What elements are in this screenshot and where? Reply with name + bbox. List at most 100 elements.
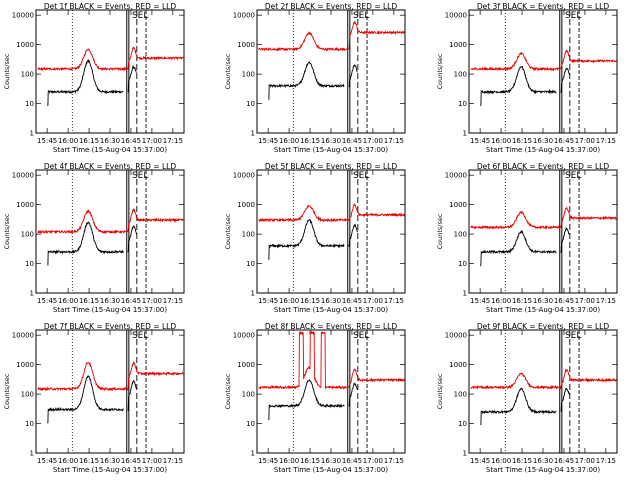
- panel-title: Det 8f BLACK = Events, RED = LLD: [265, 322, 398, 331]
- y-tick-label: 10000: [233, 332, 255, 340]
- x-tick-label: 16:00: [58, 137, 78, 145]
- plot-frame: [468, 9, 618, 134]
- x-tick-label: 16:30: [321, 297, 341, 305]
- y-tick-label: 1: [463, 130, 467, 138]
- lld-series-line: [470, 206, 617, 231]
- marker-letters: SEL: [353, 11, 369, 21]
- x-tick-label: 16:00: [491, 297, 511, 305]
- x-tick-label: 16:00: [58, 457, 78, 465]
- x-tick-label: 16:45: [554, 457, 574, 465]
- x-tick-label: 17:00: [363, 457, 383, 465]
- panel-title: Det 5f BLACK = Events, RED = LLD: [265, 162, 398, 171]
- y-tick-label: 10: [246, 420, 255, 428]
- x-tick-label: 17:00: [363, 137, 383, 145]
- y-tick-label: 100: [21, 231, 34, 239]
- x-tick-label: 17:00: [575, 137, 595, 145]
- panel-title: Det 6f BLACK = Events, RED = LLD: [477, 162, 610, 171]
- y-tick-label: 1000: [449, 361, 467, 369]
- events-series-line: [268, 218, 358, 260]
- marker-letters: SEL: [132, 331, 148, 341]
- x-tick-label: 16:45: [121, 137, 141, 145]
- x-tick-label: 17:15: [163, 457, 183, 465]
- x-tick-label: 17:00: [142, 297, 162, 305]
- events-series-line: [47, 221, 137, 266]
- y-tick-label: 100: [454, 391, 467, 399]
- x-axis-label: Start Time (15-Aug-04 15:37:00): [486, 306, 600, 314]
- y-tick-label: 1: [251, 290, 255, 298]
- plot-frame: [256, 329, 406, 454]
- x-tick-label: 17:00: [142, 457, 162, 465]
- y-tick-label: 100: [242, 71, 255, 79]
- x-axis-label: Start Time (15-Aug-04 15:37:00): [53, 146, 167, 154]
- x-tick-label: 15:45: [37, 297, 57, 305]
- x-axis-label: Start Time (15-Aug-04 15:37:00): [274, 466, 388, 474]
- x-tick-label: 16:45: [121, 297, 141, 305]
- x-tick-label: 17:00: [363, 297, 383, 305]
- y-tick-label: 10: [25, 260, 34, 268]
- plot-frame: [256, 9, 406, 134]
- x-axis-label: Start Time (15-Aug-04 15:37:00): [274, 146, 388, 154]
- panel-title: Det 1f BLACK = Events, RED = LLD: [44, 2, 177, 11]
- y-tick-label: 1000: [237, 41, 255, 49]
- marker-letters: SEL: [565, 171, 581, 181]
- x-tick-label: 16:30: [100, 457, 120, 465]
- detector-panel: Det 9f BLACK = Events, RED = LLD 1 10 100 10…: [436, 322, 618, 474]
- x-tick-label: 17:00: [575, 297, 595, 305]
- x-tick-label: 16:15: [300, 297, 320, 305]
- y-tick-label: 1000: [16, 41, 34, 49]
- x-tick-label: 16:45: [554, 137, 574, 145]
- lld-series-line: [258, 20, 405, 52]
- x-tick-label: 17:15: [596, 457, 616, 465]
- x-tick-label: 16:45: [342, 457, 362, 465]
- x-tick-label: 16:30: [100, 297, 120, 305]
- x-tick-label: 15:45: [258, 297, 278, 305]
- x-tick-label: 15:45: [37, 137, 57, 145]
- x-tick-label: 16:00: [58, 297, 78, 305]
- y-tick-label: 10: [458, 420, 467, 428]
- detector-panel: Det 7f BLACK = Events, RED = LLD 1 10 100 10…: [3, 322, 185, 474]
- x-tick-label: 16:00: [279, 297, 299, 305]
- x-tick-label: 17:15: [384, 297, 404, 305]
- y-tick-label: 10000: [12, 12, 34, 20]
- x-tick-label: 17:15: [596, 297, 616, 305]
- x-axis-label: Start Time (15-Aug-04 15:37:00): [274, 306, 388, 314]
- y-axis-label: Counts/sec: [224, 213, 232, 249]
- detector-panel: Det 6f BLACK = Events, RED = LLD 1 10 100 10…: [436, 162, 618, 314]
- x-tick-label: 16:30: [533, 297, 553, 305]
- y-tick-label: 100: [454, 231, 467, 239]
- x-tick-label: 16:15: [79, 457, 99, 465]
- events-series-line: [480, 226, 570, 267]
- x-tick-label: 17:15: [163, 137, 183, 145]
- y-tick-label: 10: [458, 260, 467, 268]
- events-series-line: [47, 58, 137, 106]
- x-tick-label: 16:15: [300, 137, 320, 145]
- panel-title: Det 9f BLACK = Events, RED = LLD: [477, 322, 610, 331]
- x-axis-label: Start Time (15-Aug-04 15:37:00): [53, 466, 167, 474]
- plot-frame: [35, 329, 185, 454]
- x-tick-label: 16:15: [512, 137, 532, 145]
- y-tick-label: 1000: [16, 201, 34, 209]
- lld-series-line: [470, 49, 617, 72]
- y-tick-label: 10: [25, 100, 34, 108]
- y-axis-label: Counts/sec: [436, 373, 444, 409]
- marker-letters: SEL: [565, 331, 581, 341]
- y-tick-label: 100: [454, 71, 467, 79]
- y-tick-label: 10: [246, 100, 255, 108]
- y-axis-label: Counts/sec: [224, 373, 232, 409]
- detector-panel: Det 3f BLACK = Events, RED = LLD 1 10 100 10…: [436, 2, 618, 154]
- x-tick-label: 16:00: [491, 457, 511, 465]
- y-tick-label: 1000: [449, 41, 467, 49]
- y-tick-label: 100: [21, 391, 34, 399]
- detector-panel: Det 5f BLACK = Events, RED = LLD 1 10 100 10…: [224, 162, 406, 314]
- y-tick-label: 1: [30, 290, 34, 298]
- y-tick-label: 1000: [237, 201, 255, 209]
- lld-series-line: [37, 46, 184, 72]
- y-tick-label: 10000: [445, 12, 467, 20]
- events-series-line: [480, 65, 570, 107]
- marker-letters: SEL: [565, 11, 581, 21]
- y-tick-label: 10: [25, 420, 34, 428]
- panel-title: Det 7f BLACK = Events, RED = LLD: [44, 322, 177, 331]
- x-axis-label: Start Time (15-Aug-04 15:37:00): [486, 146, 600, 154]
- y-tick-label: 1: [30, 130, 34, 138]
- x-tick-label: 16:30: [533, 137, 553, 145]
